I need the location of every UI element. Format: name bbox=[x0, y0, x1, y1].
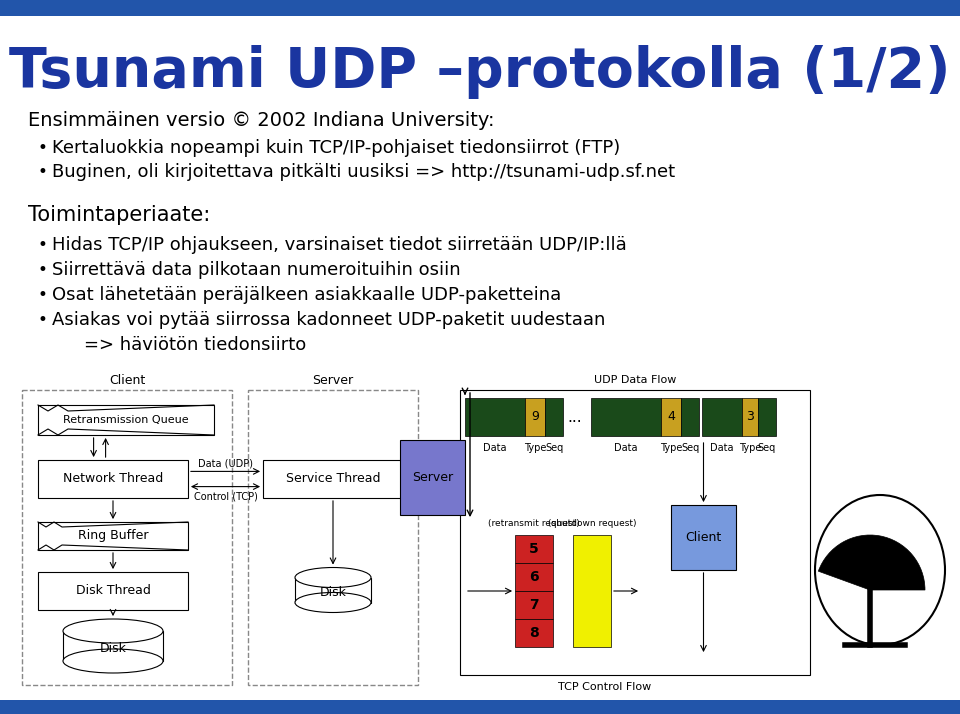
Text: Disk: Disk bbox=[100, 641, 127, 655]
Text: Siirrettävä data pilkotaan numeroituihin osiin: Siirrettävä data pilkotaan numeroituihin… bbox=[52, 261, 461, 279]
Bar bbox=[22, 390, 232, 685]
Bar bbox=[702, 398, 742, 436]
Text: Data: Data bbox=[614, 443, 637, 453]
Bar bbox=[671, 505, 736, 570]
Text: Service Thread: Service Thread bbox=[286, 473, 380, 486]
Text: Seq: Seq bbox=[757, 443, 776, 453]
Bar bbox=[63, 631, 163, 661]
Bar bbox=[38, 522, 188, 550]
Bar bbox=[661, 398, 681, 436]
Bar bbox=[758, 398, 776, 436]
Ellipse shape bbox=[295, 568, 371, 588]
Text: Type: Type bbox=[739, 443, 761, 453]
Text: Client: Client bbox=[108, 373, 145, 386]
Bar bbox=[460, 390, 810, 675]
Text: Data: Data bbox=[483, 443, 507, 453]
Text: •: • bbox=[38, 261, 48, 279]
Text: Type: Type bbox=[524, 443, 546, 453]
Ellipse shape bbox=[63, 649, 163, 673]
Text: •: • bbox=[38, 311, 48, 329]
Text: 9: 9 bbox=[531, 411, 539, 423]
Text: •: • bbox=[38, 139, 48, 157]
Bar bbox=[38, 572, 188, 610]
Text: Toimintaperiaate:: Toimintaperiaate: bbox=[28, 205, 210, 225]
Text: Data: Data bbox=[710, 443, 733, 453]
Text: •: • bbox=[38, 236, 48, 254]
Text: 3: 3 bbox=[746, 411, 754, 423]
Bar bbox=[465, 398, 525, 436]
Text: => häviötön tiedonsiirto: => häviötön tiedonsiirto bbox=[84, 336, 306, 354]
Bar bbox=[0, 700, 960, 714]
Text: 8: 8 bbox=[529, 626, 539, 640]
Bar bbox=[681, 398, 699, 436]
Bar bbox=[525, 398, 545, 436]
Wedge shape bbox=[818, 535, 925, 590]
Text: Tsunami UDP –protokolla (1/2): Tsunami UDP –protokolla (1/2) bbox=[10, 45, 950, 99]
Text: Asiakas voi pytää siirrossa kadonneet UDP-paketit uudestaan: Asiakas voi pytää siirrossa kadonneet UD… bbox=[52, 311, 606, 329]
Text: Control (TCP): Control (TCP) bbox=[194, 492, 257, 502]
Text: Osat lähetetään peräjälkeen asiakkaalle UDP-paketteina: Osat lähetetään peräjälkeen asiakkaalle … bbox=[52, 286, 562, 304]
Text: Seq: Seq bbox=[545, 443, 564, 453]
Bar bbox=[515, 563, 553, 591]
Text: Hidas TCP/IP ohjaukseen, varsinaiset tiedot siirretään UDP/IP:llä: Hidas TCP/IP ohjaukseen, varsinaiset tie… bbox=[52, 236, 627, 254]
Bar bbox=[573, 535, 611, 647]
Text: Disk: Disk bbox=[320, 585, 347, 598]
Text: Kertaluokkia nopeampi kuin TCP/IP-pohjaiset tiedonsiirrot (FTP): Kertaluokkia nopeampi kuin TCP/IP-pohjai… bbox=[52, 139, 620, 157]
Text: TCP Control Flow: TCP Control Flow bbox=[559, 682, 652, 692]
Text: •: • bbox=[38, 163, 48, 181]
Text: Data (UDP): Data (UDP) bbox=[198, 458, 253, 468]
Bar bbox=[263, 460, 403, 498]
Text: 5: 5 bbox=[529, 542, 539, 556]
Bar bbox=[515, 535, 553, 563]
Bar bbox=[38, 460, 188, 498]
Text: 4: 4 bbox=[667, 411, 675, 423]
Ellipse shape bbox=[815, 495, 945, 645]
Text: Ring Buffer: Ring Buffer bbox=[78, 530, 148, 543]
Text: UDP Data Flow: UDP Data Flow bbox=[594, 375, 676, 385]
Text: Type: Type bbox=[660, 443, 683, 453]
Text: Client: Client bbox=[685, 531, 722, 544]
Bar bbox=[295, 578, 371, 603]
Bar bbox=[400, 440, 465, 515]
Bar bbox=[38, 405, 214, 435]
Text: •: • bbox=[38, 286, 48, 304]
Text: Seq: Seq bbox=[681, 443, 699, 453]
Bar bbox=[591, 398, 661, 436]
Bar bbox=[0, 0, 960, 16]
Bar bbox=[248, 390, 418, 685]
Ellipse shape bbox=[63, 619, 163, 643]
Text: (shutdown request): (shutdown request) bbox=[548, 518, 636, 528]
Text: ...: ... bbox=[567, 410, 583, 425]
Bar bbox=[742, 398, 758, 436]
Text: Network Thread: Network Thread bbox=[62, 473, 163, 486]
Bar bbox=[515, 619, 553, 647]
Text: 7: 7 bbox=[529, 598, 539, 612]
Text: Server: Server bbox=[412, 471, 453, 484]
Text: (retransmit request): (retransmit request) bbox=[488, 518, 580, 528]
Text: Ensimmäinen versio © 2002 Indiana University:: Ensimmäinen versio © 2002 Indiana Univer… bbox=[28, 111, 494, 129]
Bar bbox=[515, 591, 553, 619]
Text: Buginen, oli kirjoitettava pitkälti uusiksi => http://tsunami-udp.sf.net: Buginen, oli kirjoitettava pitkälti uusi… bbox=[52, 163, 675, 181]
Text: 6: 6 bbox=[529, 570, 539, 584]
Text: Disk Thread: Disk Thread bbox=[76, 585, 151, 598]
Text: Retransmission Queue: Retransmission Queue bbox=[63, 415, 189, 425]
Bar bbox=[545, 398, 563, 436]
Text: Server: Server bbox=[312, 373, 353, 386]
Ellipse shape bbox=[295, 593, 371, 613]
